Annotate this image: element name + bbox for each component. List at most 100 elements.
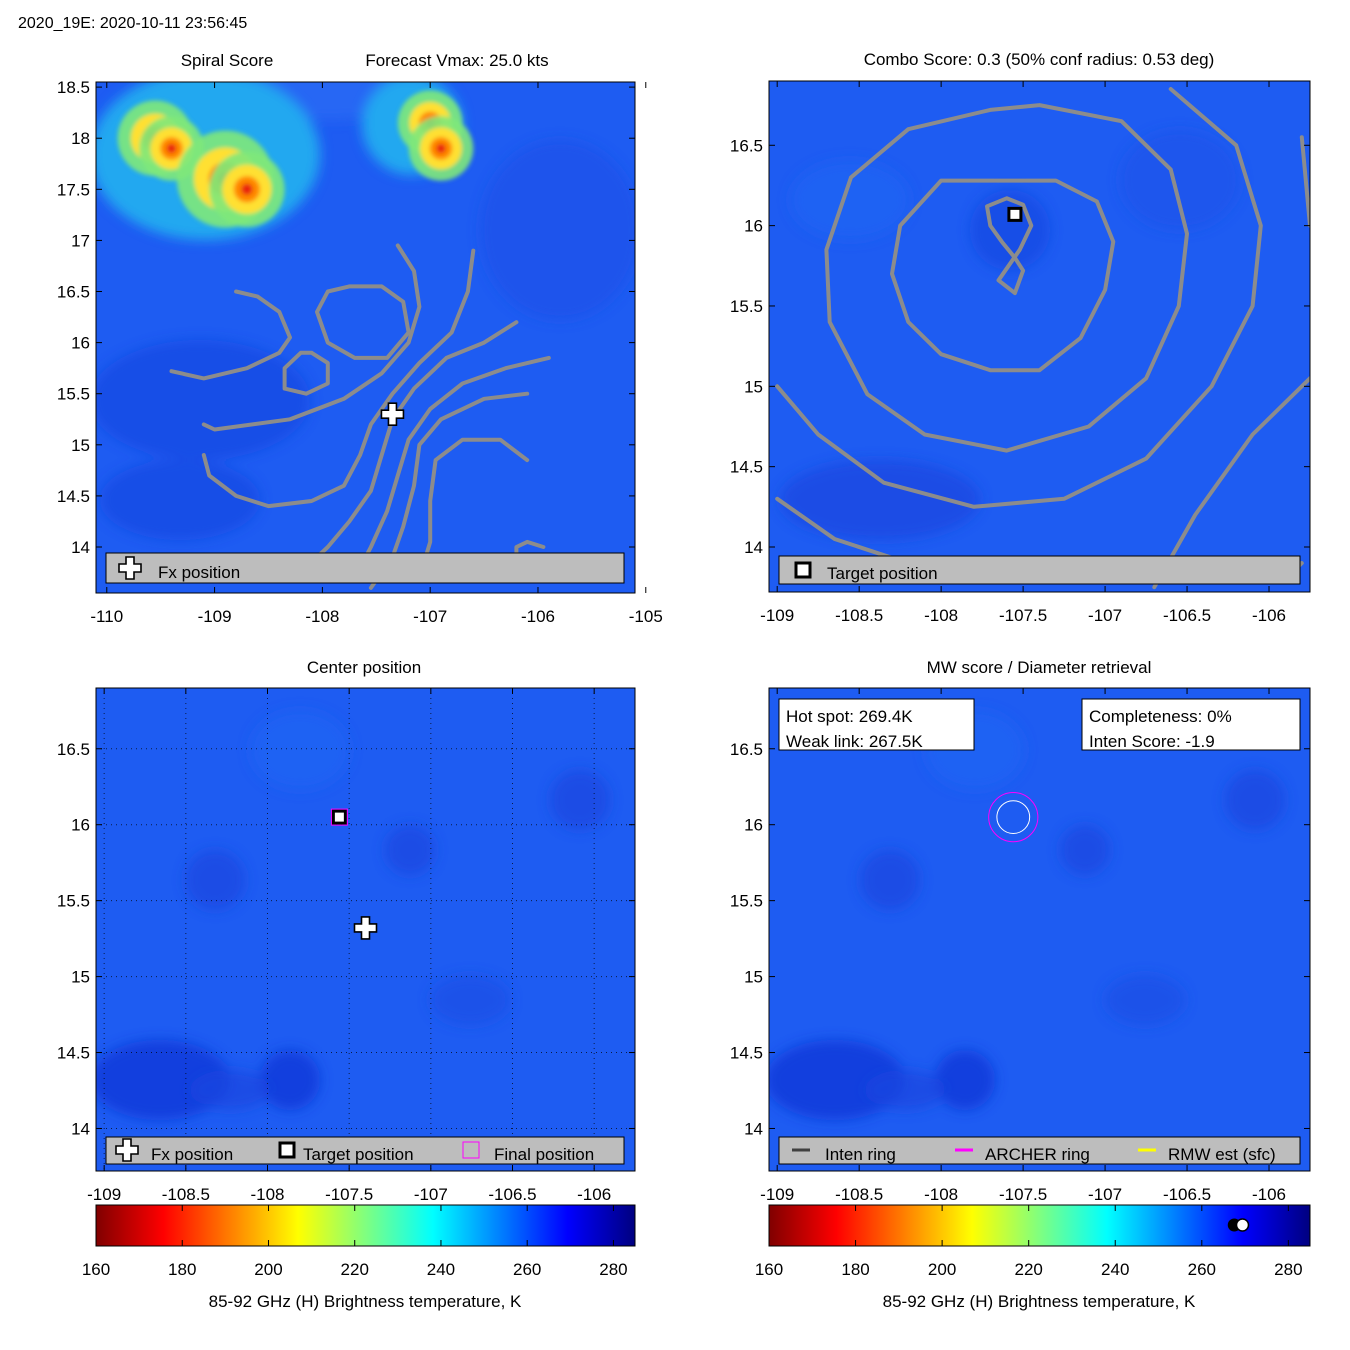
target-position-square: [331, 809, 347, 825]
mw-ytick-label: 15.5: [730, 892, 763, 911]
spiral-panel: Spiral Score Forecast Vmax: 25.0 kts -11…: [57, 51, 663, 626]
inten-ring-legend-label: Inten ring: [825, 1145, 896, 1164]
colorbar-right-gradient: [768, 1204, 1311, 1247]
combo-ytick-label: 14.5: [730, 458, 763, 477]
combo-ytick-label: 14: [744, 538, 763, 557]
mw-xtick-label: -109: [760, 1185, 794, 1204]
mw-axes-frame: [768, 687, 1311, 1172]
colorbar-tick-label: 180: [168, 1260, 196, 1279]
mw-rings: [988, 792, 1039, 843]
center-ytick-label: 15: [71, 968, 90, 987]
combo-xtick-label: -107: [1088, 606, 1122, 625]
spiral-ytick-label: 15.5: [57, 385, 90, 404]
colorbar-left: 160 180 200 220 240 260 280 85-92 GHz (H) Brig…: [82, 1204, 636, 1311]
spiral-ytick-label: 17.5: [57, 180, 90, 199]
colorbar-right-label: 85-92 GHz (H) Brightness temperature, K: [883, 1292, 1196, 1311]
mw-ytick-label: 16: [744, 816, 763, 835]
combo-xtick-label: -106.5: [1163, 606, 1211, 625]
combo-xtick-label: -108: [924, 606, 958, 625]
combo-xtick-label: -109: [760, 606, 794, 625]
center-ytick-label: 16: [71, 816, 90, 835]
center-panel: Center position -109 -108.5 -108 -107.5 -107…: [57, 658, 636, 1204]
target-position-marker: [331, 809, 347, 825]
mw-ytick-label: 14: [744, 1119, 763, 1138]
hotspot-core: [166, 143, 177, 154]
contour-line: [169, 289, 292, 381]
colorbar-tick-label: 260: [513, 1260, 541, 1279]
inten-score-text: Inten Score: -1.9: [1089, 732, 1215, 751]
center-legend-final-label: Final position: [494, 1145, 594, 1164]
colorbar-tick-label: 280: [599, 1260, 627, 1279]
fx-position-marker: [380, 402, 405, 426]
center-xtick-label: -106: [577, 1185, 611, 1204]
spiral-xtick-label: -106: [521, 607, 555, 626]
mw-xtick-label: -107: [1088, 1185, 1122, 1204]
mw-xtick-label: -106: [1252, 1185, 1286, 1204]
contour-line: [309, 320, 519, 565]
colorbar-tick-label: 280: [1274, 1260, 1302, 1279]
center-legend-fx-label: Fx position: [151, 1145, 233, 1164]
colorbar-tick-label: 240: [427, 1260, 455, 1279]
spiral-xtick-label: -110: [90, 607, 123, 626]
mw-panel: MW score / Diameter retrieval -109 -108.5…: [730, 658, 1311, 1204]
combo-axes-frame: [768, 80, 1311, 593]
mw-xtick-label: -108: [924, 1185, 958, 1204]
combo-legend-box: [778, 555, 1301, 585]
contour-line: [201, 248, 476, 509]
center-xtick-label: -108.5: [162, 1185, 210, 1204]
center-ytick-label: 14: [71, 1119, 90, 1138]
colorbar-tick-label: 160: [755, 1260, 783, 1279]
center-field: [96, 710, 610, 1120]
archer-ring-legend-label: ARCHER ring: [985, 1145, 1090, 1164]
colorbar-tick-label: 160: [82, 1260, 110, 1279]
weak-link-text: Weak link: 267.5K: [786, 732, 923, 751]
colorbar-tick-label: 180: [841, 1260, 869, 1279]
contour-line: [368, 391, 530, 590]
spiral-title: Spiral Score: [181, 51, 274, 70]
spiral-axes-frame: [95, 81, 636, 594]
spiral-legend-box: [105, 552, 625, 584]
mw-xtick-label: -106.5: [1163, 1185, 1211, 1204]
spiral-ytick-label: 16.5: [57, 283, 90, 302]
spiral-hotspots: [117, 90, 474, 228]
target-position-legend-icon: [794, 561, 812, 579]
contour-line: [824, 103, 1189, 453]
completeness-text: Completeness: 0%: [1089, 707, 1232, 726]
contour-line: [358, 355, 551, 570]
spiral-ytick-label: 16: [71, 334, 90, 353]
final-position-marker: [330, 808, 348, 826]
page-title: 2020_19E: 2020-10-11 23:56:45: [18, 15, 247, 32]
spiral-xtick-label: -108: [305, 607, 339, 626]
contour-line: [1152, 376, 1310, 590]
contour-line: [890, 178, 1116, 373]
combo-xtick-label: -106: [1252, 606, 1286, 625]
combo-field: [780, 130, 1240, 540]
spiral-ytick-label: 18: [71, 129, 90, 148]
mw-legend-box: [778, 1136, 1301, 1165]
center-xtick-label: -108: [250, 1185, 284, 1204]
target-position-square: [1007, 206, 1023, 222]
mw-xtick-label: -108.5: [835, 1185, 883, 1204]
colorbar-right: 160 180 200 220 240 260 280 85-92 GHz (H) Brig…: [755, 1204, 1311, 1311]
contour-line: [201, 243, 422, 432]
forecast-vmax-title: Forecast Vmax: 25.0 kts: [365, 51, 548, 70]
center-title: Center position: [307, 658, 421, 677]
spiral-xtick-label: -109: [198, 607, 232, 626]
center-grid: [96, 688, 635, 1171]
hot-spot-text: Hot spot: 269.4K: [786, 707, 913, 726]
spiral-legend-label: Fx position: [158, 563, 240, 582]
combo-ytick-label: 15: [744, 377, 763, 396]
fx-position-legend-icon: [118, 556, 142, 580]
contour-line: [282, 350, 330, 396]
spiral-ytick-label: 14.5: [57, 487, 90, 506]
colorbar-tick-label: 200: [928, 1260, 956, 1279]
colorbar-left-label: 85-92 GHz (H) Brightness temperature, K: [209, 1292, 522, 1311]
center-ytick-label: 16.5: [57, 740, 90, 759]
center-legend-box: [105, 1136, 625, 1165]
center-legend-final-icon: [462, 1141, 480, 1159]
center-xtick-label: -107.5: [325, 1185, 373, 1204]
mw-xtick-label: -107.5: [999, 1185, 1047, 1204]
mw-ytick-label: 15: [744, 968, 763, 987]
colorbar-tick-label: 240: [1101, 1260, 1129, 1279]
